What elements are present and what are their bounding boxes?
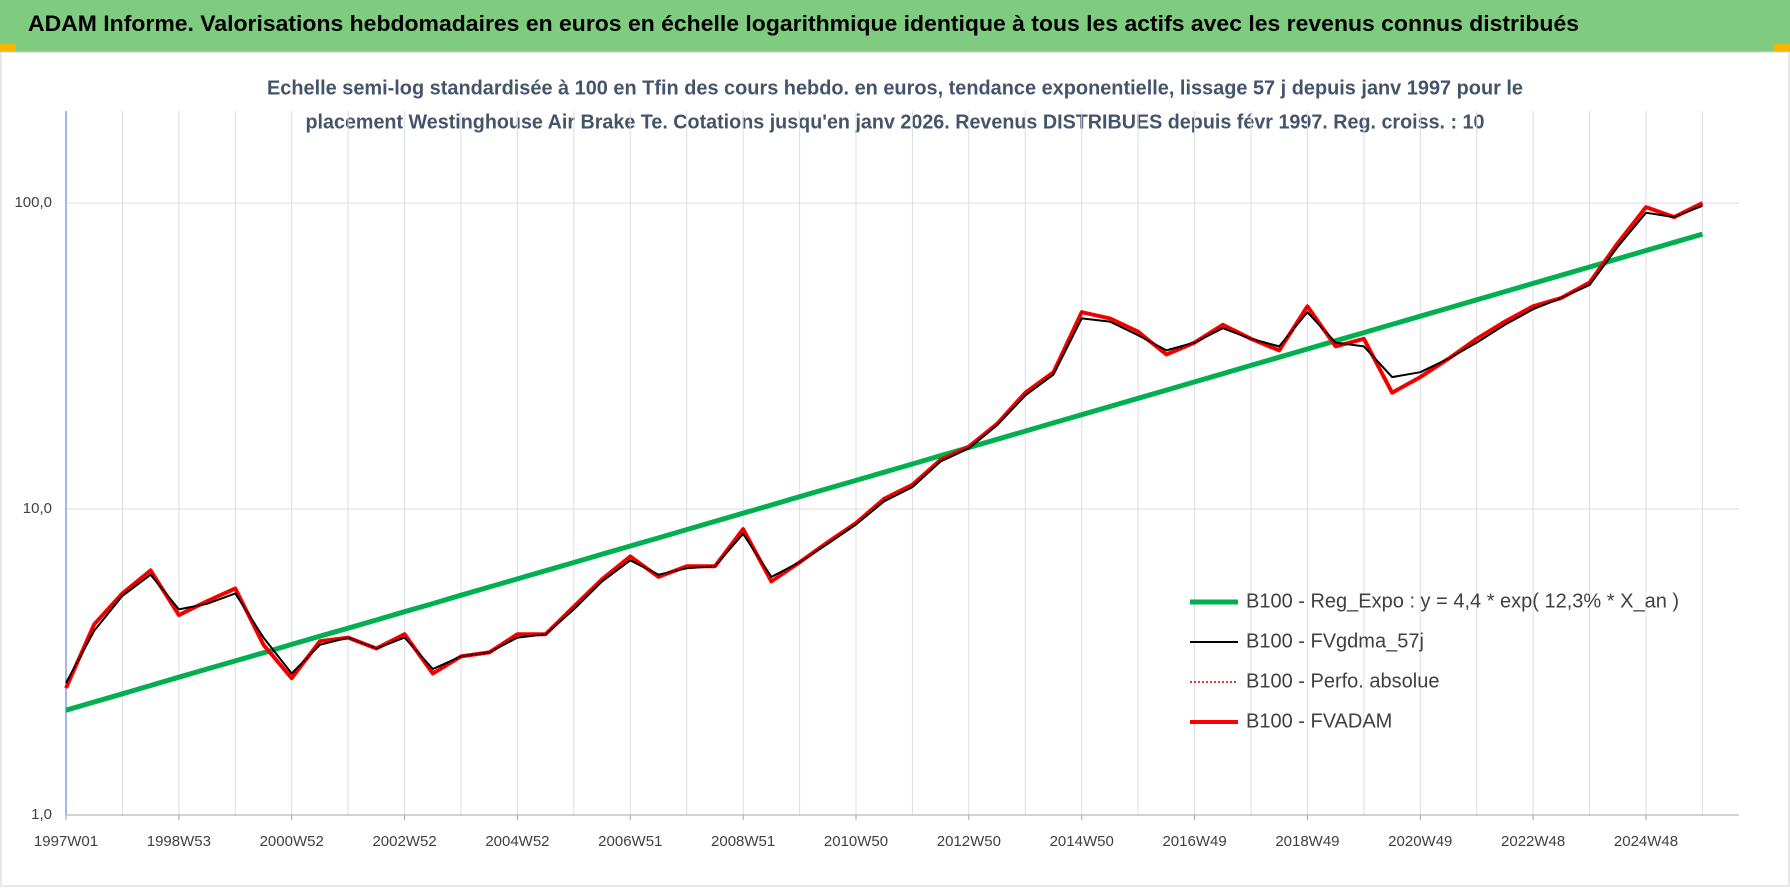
x-tick-label: 2004W52: [485, 833, 549, 850]
legend-label: B100 - Perfo. absolue: [1246, 670, 1439, 692]
legend-label: B100 - FVADAM: [1246, 710, 1392, 732]
x-tick-label: 2022W48: [1501, 833, 1565, 850]
x-tick-label: 2000W52: [260, 833, 324, 850]
legend-label: B100 - Reg_Expo : y = 4,4 * exp( 12,3% *…: [1246, 590, 1679, 612]
y-tick-label: 100,0: [14, 194, 52, 211]
x-tick-label: 2006W51: [598, 833, 662, 850]
x-tick-label: 2016W49: [1162, 833, 1226, 850]
x-tick-label: 2010W50: [824, 833, 888, 850]
corner: [0, 44, 16, 52]
x-tick-label: 2012W50: [937, 833, 1001, 850]
x-tick-label: 2024W48: [1614, 833, 1678, 850]
y-tick-label: 10,0: [23, 500, 52, 517]
series-line: [65, 204, 1703, 684]
x-tick-label: 2002W52: [372, 833, 436, 850]
chart-title: ADAM Informe. Valorisations hebdomadaire…: [28, 11, 1579, 36]
x-tick-label: 1997W01: [34, 833, 98, 850]
title-bar: [0, 0, 1790, 52]
corner: [1774, 44, 1790, 52]
chart-subtitle: placement Westinghouse Air Brake Te. Cot…: [306, 111, 1485, 133]
x-tick-label: 2014W50: [1050, 833, 1114, 850]
series-line: [65, 202, 1703, 689]
x-tick-label: 2020W49: [1388, 833, 1452, 850]
y-tick-label: 1,0: [31, 806, 52, 823]
legend-label: B100 - FVgdma_57j: [1246, 630, 1424, 652]
chart-subtitle: Echelle semi-log standardisée à 100 en T…: [267, 77, 1523, 99]
x-tick-label: 2018W49: [1275, 833, 1339, 850]
x-tick-label: 1998W53: [147, 833, 211, 850]
series-line: [65, 231, 1704, 713]
frame: [0, 51, 1790, 887]
x-tick-label: 2008W51: [711, 833, 775, 850]
